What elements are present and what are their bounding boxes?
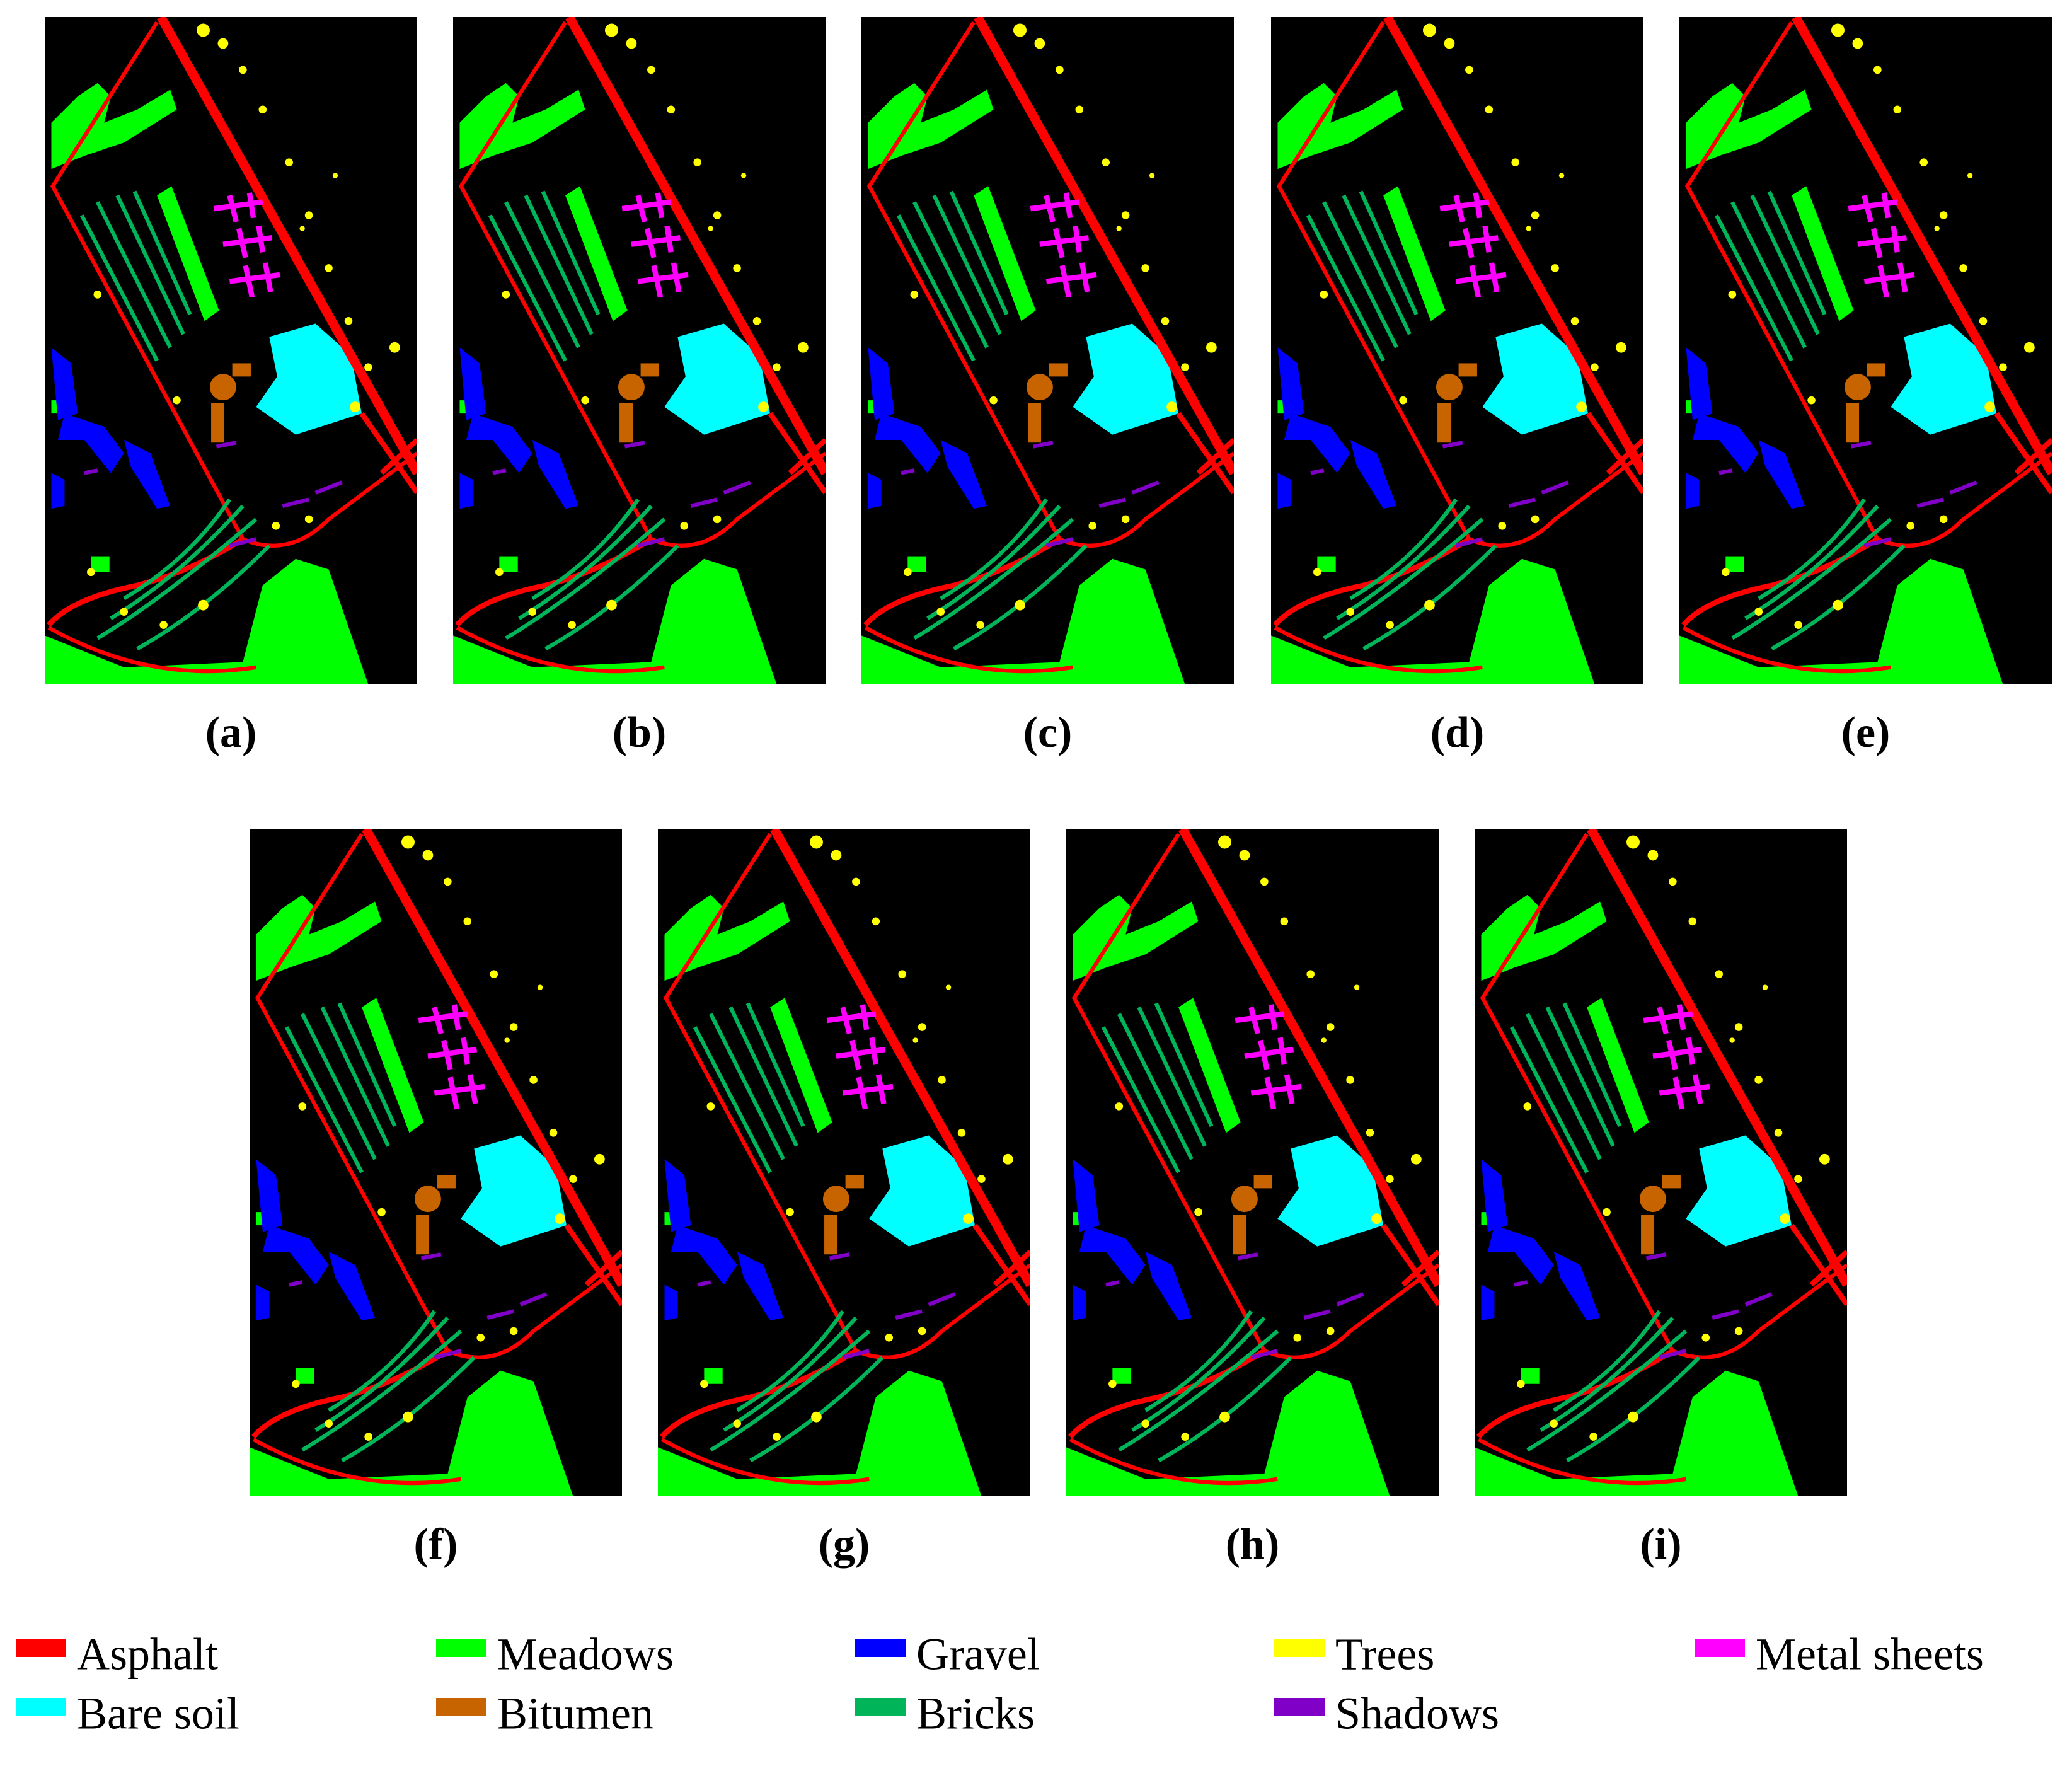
legend-label: Shadows xyxy=(1335,1688,1499,1739)
classification-map xyxy=(250,829,622,1496)
map-image xyxy=(250,829,622,1496)
map-image xyxy=(861,17,1234,684)
panel-label: (i) xyxy=(1640,1520,1681,1569)
panel-label: (h) xyxy=(1226,1520,1280,1569)
legend-swatch xyxy=(1274,1698,1325,1716)
classification-map xyxy=(1271,17,1643,684)
legend-swatch xyxy=(436,1639,486,1657)
classification-map xyxy=(861,17,1234,684)
panel-label: (g) xyxy=(819,1520,870,1569)
panel-label: (f) xyxy=(414,1520,458,1569)
classification-map xyxy=(1475,829,1847,1496)
panel-label: (e) xyxy=(1841,708,1891,757)
panel-label: (c) xyxy=(1023,708,1073,757)
legend-label: Bricks xyxy=(916,1688,1035,1739)
classification-map xyxy=(453,17,826,684)
legend-label: Bare soil xyxy=(77,1688,239,1739)
map-image xyxy=(658,829,1030,1496)
map-image xyxy=(1475,829,1847,1496)
map-image xyxy=(1066,829,1439,1496)
panel-label: (d) xyxy=(1430,708,1485,757)
legend-swatch xyxy=(16,1698,66,1716)
map-image xyxy=(453,17,826,684)
legend-label: Meadows xyxy=(497,1629,674,1680)
map-image xyxy=(45,17,417,684)
map-image xyxy=(1679,17,2052,684)
legend-label: Gravel xyxy=(916,1629,1040,1680)
legend-swatch xyxy=(436,1698,486,1716)
map-image xyxy=(1271,17,1643,684)
legend-swatch xyxy=(855,1639,906,1657)
legend-swatch xyxy=(16,1639,66,1657)
classification-map xyxy=(45,17,417,684)
legend-swatch xyxy=(855,1698,906,1716)
legend-swatch xyxy=(1274,1639,1325,1657)
classification-map xyxy=(658,829,1030,1496)
panel-label: (b) xyxy=(613,708,667,757)
legend-label: Asphalt xyxy=(77,1629,218,1680)
panel-label: (a) xyxy=(205,708,257,757)
legend-label: Metal sheets xyxy=(1756,1629,1984,1680)
classification-map xyxy=(1066,829,1439,1496)
legend-label: Trees xyxy=(1335,1629,1434,1680)
classification-map xyxy=(1679,17,2052,684)
legend-swatch xyxy=(1695,1639,1745,1657)
legend-label: Bitumen xyxy=(497,1688,653,1739)
